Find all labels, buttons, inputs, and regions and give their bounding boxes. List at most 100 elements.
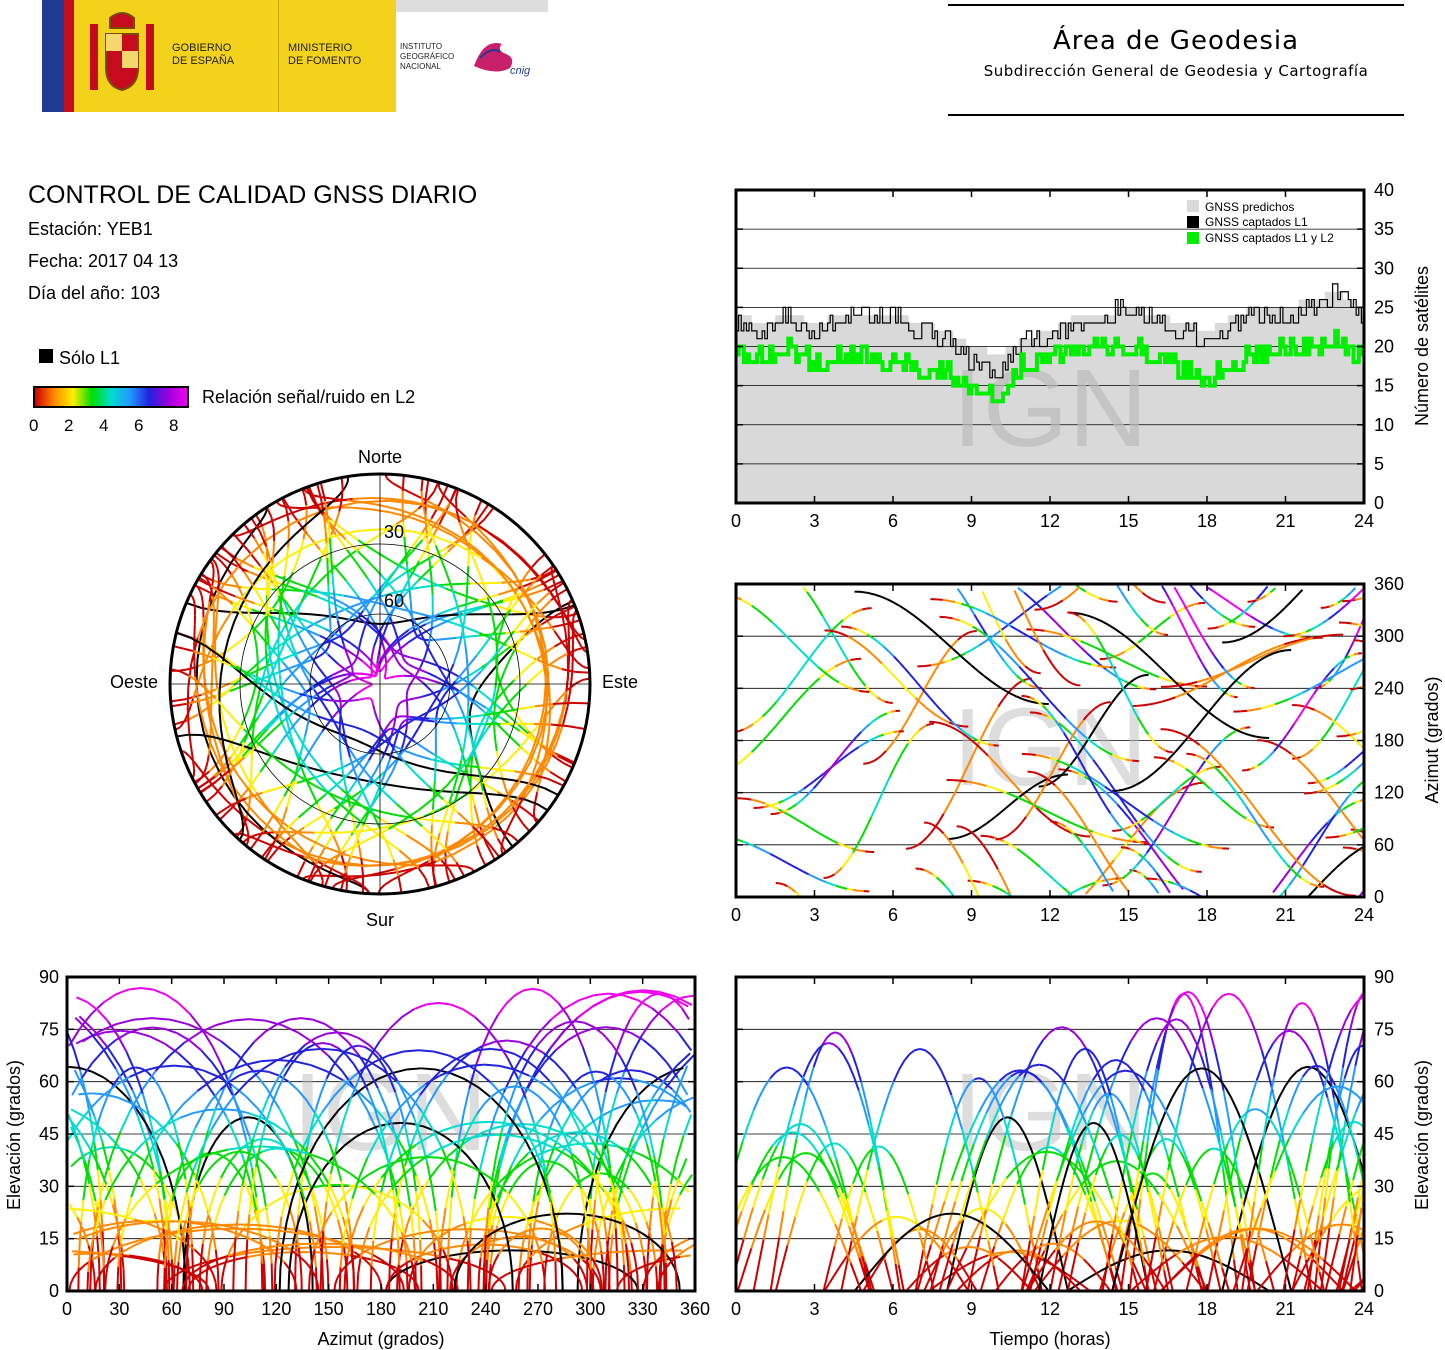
satellite-track-segment — [1120, 651, 1125, 655]
satellite-track-segment — [615, 1033, 625, 1051]
satellite-track-segment — [1024, 681, 1030, 686]
satellite-track-segment — [1095, 843, 1102, 852]
satellite-track-segment — [1100, 620, 1109, 626]
satellite-track-segment — [1077, 813, 1084, 822]
satellite-track-segment — [511, 691, 520, 700]
satellite-track-segment — [1331, 718, 1339, 725]
satellite-track-segment — [1096, 718, 1102, 726]
satellite-track-segment — [1184, 886, 1191, 892]
satellite-track-segment — [249, 1237, 261, 1245]
satellite-track-segment — [337, 663, 349, 673]
satellite-track-segment — [360, 628, 366, 640]
satellite-track-segment — [966, 735, 973, 742]
satellite-track-segment — [493, 814, 501, 827]
satellite-track-segment — [1249, 766, 1255, 771]
satellite-track-segment — [962, 862, 968, 872]
satellite-track-segment — [303, 688, 308, 696]
satellite-track-segment — [1251, 657, 1259, 662]
satellite-track-segment — [208, 764, 217, 773]
satellite-track-segment — [972, 625, 980, 632]
satellite-track-segment — [1269, 649, 1277, 654]
satellite-track-segment — [402, 521, 406, 537]
satellite-track-segment — [513, 796, 527, 801]
satellite-track-segment — [1220, 737, 1227, 744]
satellite-track-segment — [1080, 646, 1088, 655]
satellite-track-segment — [234, 1117, 242, 1122]
satellite-track-segment — [494, 741, 498, 752]
satellite-track-segment — [458, 1245, 464, 1261]
satellite-track-segment — [837, 642, 843, 651]
legend-swatch-l1l2 — [1187, 232, 1199, 244]
satellite-track-segment — [1062, 595, 1070, 602]
satellite-track-segment — [368, 624, 379, 634]
satellite-track-segment — [188, 674, 199, 683]
satellite-track-segment — [246, 837, 250, 843]
satellite-track-segment — [499, 707, 515, 722]
satellite-track-segment — [1328, 722, 1335, 730]
satellite-track-segment — [1407, 859, 1413, 863]
satellite-track-segment — [604, 1069, 612, 1093]
satellite-track-segment — [882, 645, 890, 652]
satellite-track-segment — [214, 657, 217, 673]
satellite-track-segment — [481, 813, 503, 832]
satellite-track-segment — [974, 827, 980, 832]
satellite-track-segment — [1057, 821, 1063, 826]
satellite-track-segment — [1016, 848, 1023, 853]
satcount-l1l2-line — [736, 328, 1364, 404]
satellite-track-segment — [331, 530, 358, 538]
satellite-track-segment — [227, 620, 236, 640]
satellite-track-segment — [980, 728, 987, 738]
satellite-track-segment — [561, 600, 574, 608]
satellite-track-segment — [310, 613, 324, 617]
satellite-track-segment — [457, 534, 478, 551]
satellite-track-segment — [1215, 672, 1223, 678]
satellite-track-segment — [332, 497, 347, 502]
satellite-track-segment — [800, 796, 806, 802]
satellite-track-segment — [934, 713, 941, 719]
satellite-track-segment — [1309, 882, 1316, 887]
satellite-track-segment — [1288, 695, 1297, 700]
satellite-track-segment — [479, 766, 497, 771]
satellite-track-segment — [183, 1164, 191, 1173]
satellite-track-segment — [1059, 771, 1066, 777]
satellite-track-segment — [1104, 858, 1112, 867]
satellite-track-segment — [973, 886, 980, 897]
satellite-track-segment — [1286, 864, 1293, 871]
satellite-track-segment — [1224, 770, 1233, 780]
satellite-track-segment — [404, 551, 409, 566]
satellite-track-segment — [651, 1079, 666, 1099]
satellite-track-segment — [344, 758, 359, 768]
satellite-track-segment — [170, 668, 180, 673]
satellite-track-segment — [1164, 678, 1172, 682]
satellite-track-segment — [1319, 711, 1327, 717]
satellite-track-segment — [1432, 610, 1436, 613]
satellite-track-segment — [304, 875, 310, 879]
satellite-track-segment — [208, 1232, 214, 1248]
satellite-track-segment — [1203, 677, 1210, 682]
satellite-track-segment — [1133, 850, 1140, 855]
satellite-track-segment — [78, 1015, 95, 1032]
satellite-track-segment — [569, 624, 577, 638]
satellite-track-segment — [1210, 746, 1217, 755]
satellite-track-segment — [909, 845, 915, 850]
satellite-track-segment — [1342, 892, 1350, 897]
satellite-track-segment — [356, 785, 368, 802]
satellite-track-segment — [1152, 819, 1161, 826]
satellite-track-segment — [134, 1153, 144, 1161]
satellite-track-segment — [1301, 705, 1307, 713]
satellite-track-segment — [1105, 653, 1111, 662]
satellite-track-segment — [241, 587, 252, 605]
satellite-track-segment — [1399, 836, 1403, 842]
satellite-track-segment — [1339, 833, 1347, 838]
satellite-track-segment — [454, 841, 475, 855]
satellite-track-segment — [1358, 751, 1364, 756]
satellite-track-segment — [1023, 591, 1032, 599]
satellite-track-segment — [1084, 769, 1091, 779]
satellite-track-segment — [500, 686, 509, 695]
satellite-track-segment — [222, 745, 228, 762]
satellite-track-segment — [338, 711, 343, 719]
satellite-track-segment — [356, 563, 369, 579]
satellite-track-segment — [1341, 595, 1348, 601]
satellite-track-segment — [326, 644, 331, 650]
satellite-track-segment — [1191, 774, 1196, 779]
